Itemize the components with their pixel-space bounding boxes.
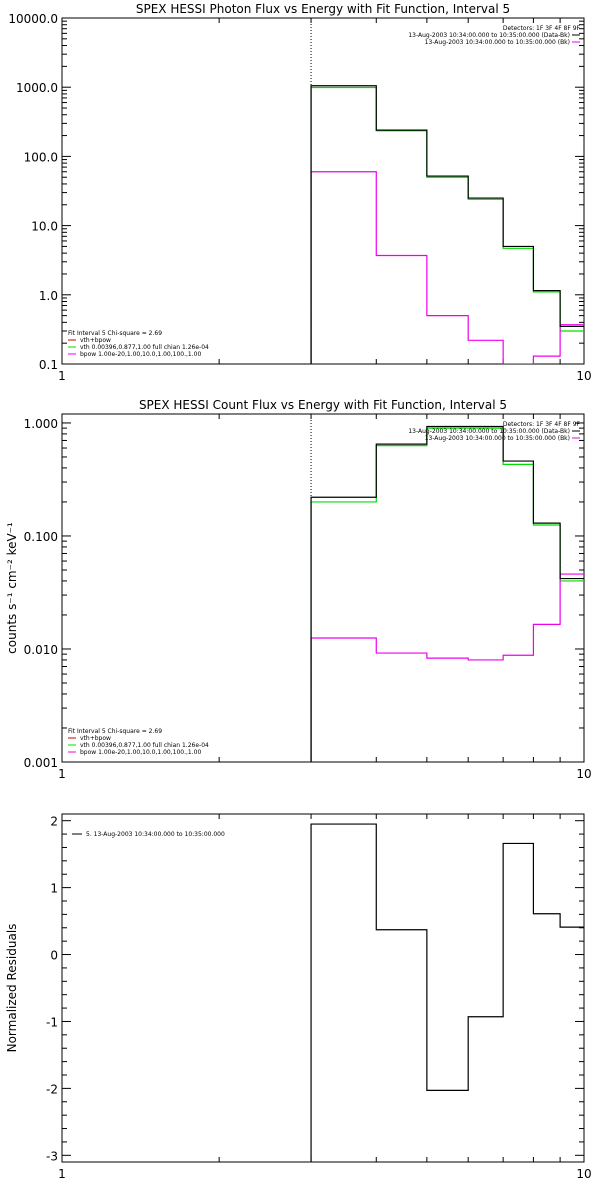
series-line-vth xyxy=(310,427,584,762)
series-line-vth xyxy=(310,86,584,364)
chart-panel-2: SPEX HESSI Count Flux vs Energy with Fit… xyxy=(5,398,592,781)
legend-text: bpow 1.00e-20,1.00,10.0,1.00,100.,1.00 xyxy=(80,749,201,756)
x-tick-label: 10 xyxy=(576,369,591,383)
x-tick-label: 10 xyxy=(576,1167,591,1181)
legend-text: Detectors: 1F 3F 4F 8F 9F xyxy=(503,25,581,32)
legend-text: vth+bpow xyxy=(80,337,111,344)
series-line-bpow xyxy=(310,573,584,762)
legend-text: 5. 13-Aug-2003 10:34:00.000 to 10:35:00.… xyxy=(86,831,225,838)
series-group xyxy=(310,823,584,1162)
series-group xyxy=(310,85,584,364)
x-tick-label: 1 xyxy=(58,767,66,781)
legend-text: 13-Aug-2003 10:34:00.000 to 10:35:00.000… xyxy=(425,435,570,442)
series-line-data xyxy=(310,85,584,364)
y-tick-label: 0.010 xyxy=(24,643,58,657)
y-tick-label: 1000.0 xyxy=(16,81,58,95)
chart-panel-1: SPEX HESSI Photon Flux vs Energy with Fi… xyxy=(8,2,591,383)
y-tick-label: -2 xyxy=(46,1082,58,1096)
legend-text: Detectors: 1F 3F 4F 8F 9F xyxy=(503,421,581,428)
y-tick-label: 10000.0 xyxy=(8,12,58,26)
legend-text: Fit Interval 5 Chi-square = 2.69 xyxy=(68,330,162,337)
x-tick-label: 10 xyxy=(576,767,591,781)
legend-text: bpow 1.00e-20,1.00,10.0,1.00,100.,1.00 xyxy=(80,351,201,358)
y-tick-label: 1.000 xyxy=(24,417,58,431)
legend-text: vth 0.00396,0.877,1.00 full chian 1.26e-… xyxy=(80,344,209,351)
y-tick-label: 0.001 xyxy=(24,756,58,770)
plot-frame xyxy=(61,413,585,763)
legend-text: 13-Aug-2003 10:34:00.000 to 10:35:00.000… xyxy=(425,39,570,46)
y-tick-label: 100.0 xyxy=(24,150,58,164)
series-line-bpow xyxy=(310,171,584,364)
chart-panel-3: 1 10 -3 -2 -1 0 1 2 Normalized Residuals 5. 13-Au… xyxy=(5,813,592,1181)
chart-title: SPEX HESSI Count Flux vs Energy with Fit… xyxy=(139,398,507,412)
legend-text: 13-Aug-2003 10:34:00.000 to 10:35:00.000… xyxy=(408,428,570,435)
x-tick-label: 1 xyxy=(58,369,66,383)
y-tick-label: 0.1 xyxy=(39,358,58,372)
legend-text: Fit Interval 5 Chi-square = 2.69 xyxy=(68,728,162,735)
series-line-data xyxy=(310,425,584,762)
legend-text: 13-Aug-2003 10:34:00.000 to 10:35:00.000… xyxy=(408,32,570,39)
plot-frame xyxy=(61,813,585,1163)
y-axis-label: Normalized Residuals xyxy=(5,924,19,1053)
y-axis-label: counts s⁻¹ cm⁻² keV⁻¹ xyxy=(5,522,19,654)
y-tick-label: 1 xyxy=(50,882,58,896)
y-tick-label: 0 xyxy=(50,949,58,963)
series-line-data xyxy=(310,823,584,1162)
chart-title: SPEX HESSI Photon Flux vs Energy with Fi… xyxy=(136,2,510,16)
legend-text: vth+bpow xyxy=(80,735,111,742)
legend-text: vth 0.00396,0.877,1.00 full chian 1.26e-… xyxy=(80,742,209,749)
x-tick-label: 1 xyxy=(58,1167,66,1181)
y-tick-label: 1.0 xyxy=(39,289,58,303)
y-tick-label: 2 xyxy=(50,815,58,829)
plot-frame xyxy=(61,17,585,365)
y-tick-label: 0.100 xyxy=(24,530,58,544)
y-tick-label: -1 xyxy=(46,1015,58,1029)
series-group xyxy=(310,425,584,762)
y-tick-label: 10.0 xyxy=(31,220,58,234)
y-tick-label: -3 xyxy=(46,1149,58,1163)
